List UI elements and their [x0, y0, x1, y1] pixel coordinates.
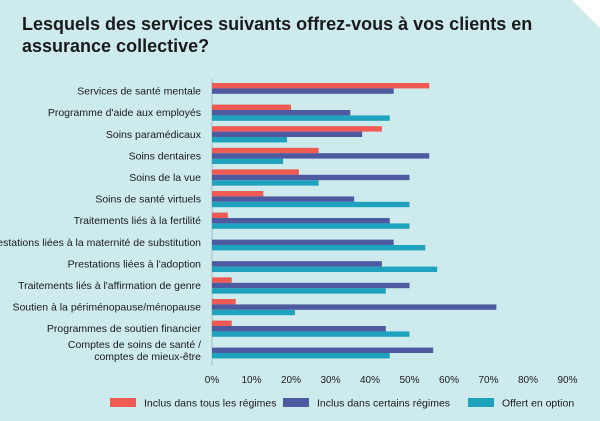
bar-traitements-lies-a-la-fertilite-inclus-dans-tous-les-regimes: [212, 212, 228, 218]
x-tick-label-50: 50%: [399, 375, 419, 386]
category-label-services-de-sante-mentale: Services de santé mentale: [77, 86, 201, 98]
category-label-soutien-a-la-perimenopause-menopause: Soutien à la périménopause/ménopause: [12, 302, 201, 314]
bar-soins-de-sante-virtuels-offert-en-option: [212, 201, 410, 208]
legend-label-inclus-dans-certains-regimes: Inclus dans certains régimes: [317, 398, 450, 410]
bar-programme-d-aide-aux-employes-inclus-dans-tous-les-regimes: [212, 104, 291, 110]
category-label-traitements-lies-a-l-affirmation-de-genre: Traitements liés à l'affirmation de genr…: [18, 280, 201, 292]
category-label-prestations-liees-a-la-maternite-de-substitution: Prestations liées à la maternité de subs…: [0, 237, 201, 249]
x-tick-label-40: 40%: [360, 375, 380, 386]
category-label-traitements-lies-a-la-fertilite: Traitements liés à la fertilité: [74, 215, 202, 227]
bar-traitements-lies-a-la-fertilite-inclus-dans-certains-regimes: [212, 218, 390, 224]
legend-label-offert-en-option: Offert en option: [502, 398, 574, 410]
legend-swatch-inclus-dans-certains-regimes: [283, 398, 309, 407]
bar-comptes-de-soins-de-sante-comptes-de-mieux-etre-inclus-dans-certains-regimes: [212, 347, 434, 353]
corner-fold: [572, 0, 600, 28]
bar-soutien-a-la-perimenopause-menopause-inclus-dans-tous-les-regimes: [212, 299, 236, 305]
x-tick-label-60: 60%: [439, 375, 459, 386]
bar-programme-d-aide-aux-employes-inclus-dans-certains-regimes: [212, 110, 351, 116]
bar-soins-paramedicaux-offert-en-option: [212, 137, 288, 143]
category-label-soins-paramedicaux: Soins paramédicaux: [106, 129, 202, 141]
x-tick-label-0: 0%: [205, 375, 220, 386]
bar-services-de-sante-mentale-inclus-dans-certains-regimes: [212, 88, 394, 94]
bar-soins-dentaires-inclus-dans-tous-les-regimes: [212, 147, 319, 154]
bar-soins-paramedicaux-inclus-dans-certains-regimes: [212, 131, 363, 137]
bar-soins-paramedicaux-inclus-dans-tous-les-regimes: [212, 126, 382, 132]
chart-title: Lesquels des services suivants offrez-vo…: [22, 14, 533, 56]
bar-programmes-de-soutien-financier-offert-en-option: [212, 331, 410, 337]
category-label-programme-d-aide-aux-employes: Programme d'aide aux employés: [48, 107, 201, 119]
x-tick-label-30: 30%: [320, 375, 340, 386]
bar-programme-d-aide-aux-employes-offert-en-option: [212, 115, 390, 121]
bar-soins-dentaires-inclus-dans-certains-regimes: [212, 153, 430, 159]
bar-programmes-de-soutien-financier-inclus-dans-certains-regimes: [212, 326, 386, 332]
bar-traitements-lies-a-l-affirmation-de-genre-inclus-dans-tous-les-regimes: [212, 277, 232, 283]
legend-swatch-inclus-dans-tous-les-regimes: [110, 398, 136, 407]
x-tick-label-20: 20%: [281, 375, 301, 386]
category-label-soins-dentaires: Soins dentaires: [129, 150, 201, 162]
legend-label-inclus-dans-tous-les-regimes: Inclus dans tous les régimes: [144, 398, 276, 410]
bar-soutien-a-la-perimenopause-menopause-offert-en-option: [212, 309, 295, 316]
bar-traitements-lies-a-la-fertilite-offert-en-option: [212, 223, 410, 229]
bar-programmes-de-soutien-financier-inclus-dans-tous-les-regimes: [212, 320, 232, 326]
x-tick-label-10: 10%: [241, 375, 261, 386]
bar-prestations-liees-a-la-maternite-de-substitution-offert-en-option: [212, 245, 426, 251]
x-tick-label-80: 80%: [518, 375, 538, 386]
x-tick-label-70: 70%: [478, 375, 498, 386]
bar-prestations-liees-a-l-adoption-inclus-dans-certains-regimes: [212, 261, 382, 267]
bar-soins-de-la-vue-inclus-dans-certains-regimes: [212, 174, 410, 181]
bar-soins-de-sante-virtuels-inclus-dans-certains-regimes: [212, 196, 355, 202]
bar-traitements-lies-a-l-affirmation-de-genre-offert-en-option: [212, 288, 386, 294]
legend-swatch-offert-en-option: [468, 398, 494, 407]
bar-soins-de-sante-virtuels-inclus-dans-tous-les-regimes: [212, 191, 264, 197]
category-label-comptes-de-soins-de-sante-comptes-de-mieux-etre: Comptes de soins de santé / comptes de mi…: [68, 339, 201, 363]
bar-soins-de-la-vue-inclus-dans-tous-les-regimes: [212, 169, 299, 175]
bar-traitements-lies-a-l-affirmation-de-genre-inclus-dans-certains-regimes: [212, 282, 410, 289]
bar-services-de-sante-mentale-inclus-dans-tous-les-regimes: [212, 83, 430, 89]
bar-soins-dentaires-offert-en-option: [212, 158, 284, 164]
x-tick-label-90: 90%: [557, 375, 577, 386]
category-label-soins-de-sante-virtuels: Soins de santé virtuels: [95, 194, 201, 206]
category-label-prestations-liees-a-l-adoption: Prestations liées à l'adoption: [68, 258, 201, 270]
category-label-programmes-de-soutien-financier: Programmes de soutien financier: [47, 323, 202, 335]
bar-prestations-liees-a-la-maternite-de-substitution-inclus-dans-certains-regimes: [212, 239, 394, 245]
bar-soins-de-la-vue-offert-en-option: [212, 180, 319, 186]
bar-soutien-a-la-perimenopause-menopause-inclus-dans-certains-regimes: [212, 304, 497, 310]
bar-prestations-liees-a-l-adoption-offert-en-option: [212, 266, 438, 272]
bar-comptes-de-soins-de-sante-comptes-de-mieux-etre-offert-en-option: [212, 353, 390, 359]
category-label-soins-de-la-vue: Soins de la vue: [129, 172, 201, 184]
